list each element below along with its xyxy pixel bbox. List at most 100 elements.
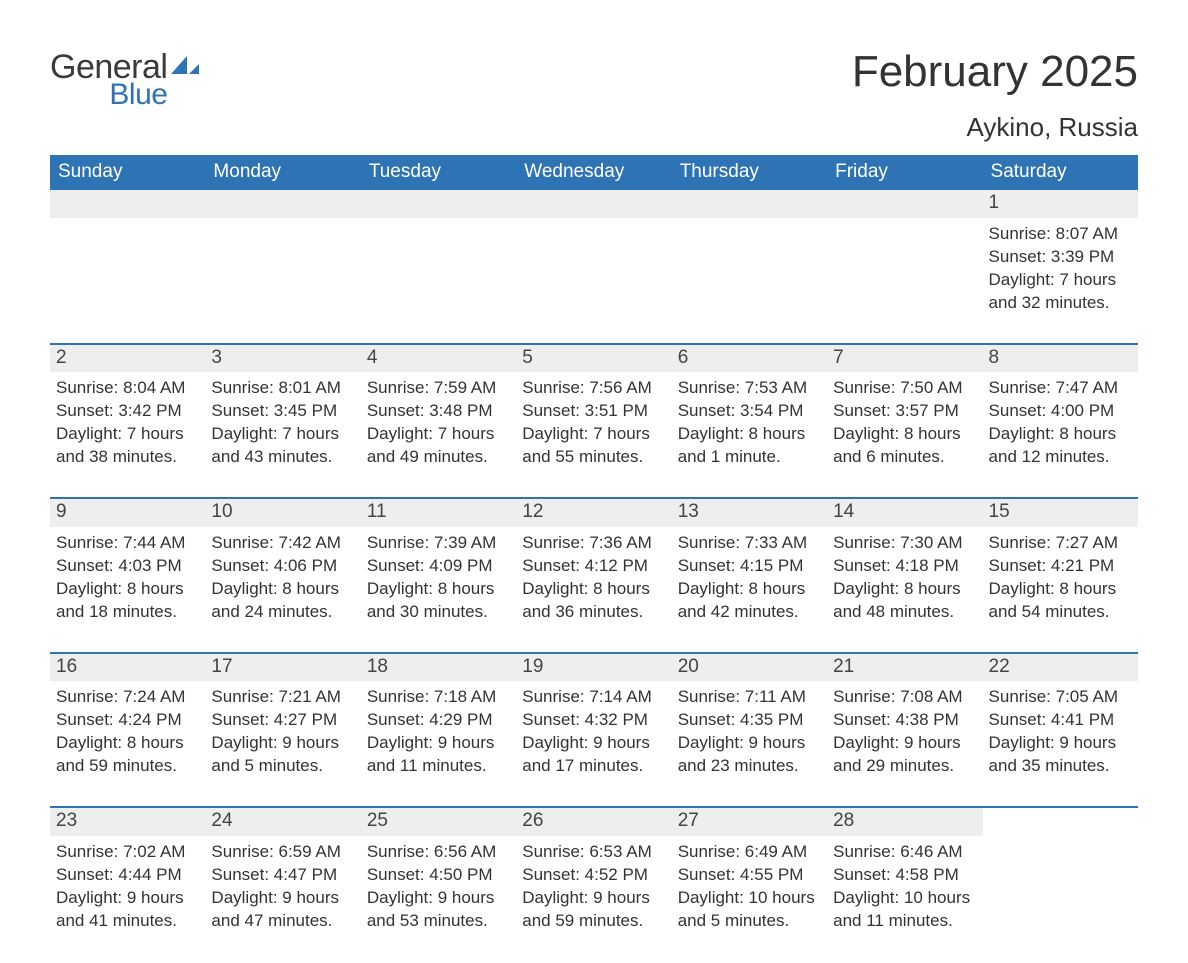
- sunrise-line: Sunrise: 6:59 AM: [211, 841, 354, 864]
- day-cell: 23Sunrise: 7:02 AMSunset: 4:44 PMDayligh…: [50, 808, 205, 933]
- day-body: Sunrise: 7:08 AMSunset: 4:38 PMDaylight:…: [827, 681, 982, 778]
- day-body: Sunrise: 8:07 AMSunset: 3:39 PMDaylight:…: [983, 218, 1138, 315]
- day-body: Sunrise: 6:46 AMSunset: 4:58 PMDaylight:…: [827, 836, 982, 933]
- day-body: Sunrise: 7:21 AMSunset: 4:27 PMDaylight:…: [205, 681, 360, 778]
- day-number: 9: [50, 499, 205, 527]
- day-number: 4: [361, 345, 516, 373]
- sunrise-line: Sunrise: 6:56 AM: [367, 841, 510, 864]
- sunrise-line: Sunrise: 7:24 AM: [56, 686, 199, 709]
- day-of-week-header: SundayMondayTuesdayWednesdayThursdayFrid…: [50, 155, 1138, 190]
- day-number: 22: [983, 654, 1138, 682]
- dl2-line: and 43 minutes.: [211, 446, 354, 469]
- day-number: 16: [50, 654, 205, 682]
- sunrise-line: Sunrise: 7:21 AM: [211, 686, 354, 709]
- sunrise-line: Sunrise: 7:05 AM: [989, 686, 1132, 709]
- day-cell: 3Sunrise: 8:01 AMSunset: 3:45 PMDaylight…: [205, 345, 360, 470]
- dl2-line: and 49 minutes.: [367, 446, 510, 469]
- sunset-line: Sunset: 4:15 PM: [678, 555, 821, 578]
- day-number: [50, 190, 205, 218]
- dl2-line: and 48 minutes.: [833, 601, 976, 624]
- dl2-line: and 53 minutes.: [367, 910, 510, 933]
- day-body: Sunrise: 6:49 AMSunset: 4:55 PMDaylight:…: [672, 836, 827, 933]
- dl2-line: and 35 minutes.: [989, 755, 1132, 778]
- sunset-line: Sunset: 4:12 PM: [522, 555, 665, 578]
- title-block: February 2025 Aykino, Russia: [852, 50, 1138, 143]
- sunset-line: Sunset: 3:57 PM: [833, 400, 976, 423]
- sunset-line: Sunset: 4:50 PM: [367, 864, 510, 887]
- day-cell: 22 Sunrise: 7:05 AMSunset: 4:41 PMDayligh…: [983, 654, 1138, 779]
- dl1-line: Daylight: 9 hours: [56, 887, 199, 910]
- day-number: 10: [205, 499, 360, 527]
- sunrise-line: Sunrise: 7:18 AM: [367, 686, 510, 709]
- day-number: 20: [672, 654, 827, 682]
- dl1-line: Daylight: 8 hours: [989, 578, 1132, 601]
- day-body: Sunrise: 7:42 AMSunset: 4:06 PMDaylight:…: [205, 527, 360, 624]
- dl2-line: and 30 minutes.: [367, 601, 510, 624]
- sunset-line: Sunset: 4:06 PM: [211, 555, 354, 578]
- day-number: 11: [361, 499, 516, 527]
- dl2-line: and 18 minutes.: [56, 601, 199, 624]
- day-number: 27: [672, 808, 827, 836]
- day-cell: 18Sunrise: 7:18 AMSunset: 4:29 PMDayligh…: [361, 654, 516, 779]
- day-cell: 27Sunrise: 6:49 AMSunset: 4:55 PMDayligh…: [672, 808, 827, 933]
- sunset-line: Sunset: 4:55 PM: [678, 864, 821, 887]
- dl1-line: Daylight: 7 hours: [56, 423, 199, 446]
- sunset-line: Sunset: 4:29 PM: [367, 709, 510, 732]
- sunrise-line: Sunrise: 6:46 AM: [833, 841, 976, 864]
- day-number: 19: [516, 654, 671, 682]
- sunrise-line: Sunrise: 7:50 AM: [833, 377, 976, 400]
- day-body: Sunrise: 6:56 AMSunset: 4:50 PMDaylight:…: [361, 836, 516, 933]
- day-cell: [516, 190, 671, 315]
- day-number: 15: [983, 499, 1138, 527]
- dl1-line: Daylight: 9 hours: [989, 732, 1132, 755]
- day-body: Sunrise: 7:14 AMSunset: 4:32 PMDaylight:…: [516, 681, 671, 778]
- day-body: Sunrise: 7:36 AMSunset: 4:12 PMDaylight:…: [516, 527, 671, 624]
- sunset-line: Sunset: 3:48 PM: [367, 400, 510, 423]
- dl1-line: Daylight: 8 hours: [56, 578, 199, 601]
- day-body: Sunrise: 7:53 AMSunset: 3:54 PMDaylight:…: [672, 372, 827, 469]
- day-cell: 28Sunrise: 6:46 AMSunset: 4:58 PMDayligh…: [827, 808, 982, 933]
- sunset-line: Sunset: 3:45 PM: [211, 400, 354, 423]
- dl1-line: Daylight: 10 hours: [833, 887, 976, 910]
- day-body: Sunrise: 7:11 AMSunset: 4:35 PMDaylight:…: [672, 681, 827, 778]
- calendar-page: General Blue February 2025 Aykino, Russi…: [0, 0, 1188, 963]
- day-body: Sunrise: 6:53 AMSunset: 4:52 PMDaylight:…: [516, 836, 671, 933]
- week-row: 23Sunrise: 7:02 AMSunset: 4:44 PMDayligh…: [50, 806, 1138, 933]
- sunset-line: Sunset: 4:41 PM: [989, 709, 1132, 732]
- sunset-line: Sunset: 4:47 PM: [211, 864, 354, 887]
- dl2-line: and 23 minutes.: [678, 755, 821, 778]
- sunrise-line: Sunrise: 7:14 AM: [522, 686, 665, 709]
- dl1-line: Daylight: 7 hours: [367, 423, 510, 446]
- day-body: Sunrise: 8:04 AMSunset: 3:42 PMDaylight:…: [50, 372, 205, 469]
- dow-cell: Monday: [205, 155, 360, 190]
- day-body: Sunrise: 7:56 AMSunset: 3:51 PMDaylight:…: [516, 372, 671, 469]
- dl2-line: and 11 minutes.: [833, 910, 976, 933]
- day-cell: 4Sunrise: 7:59 AMSunset: 3:48 PMDaylight…: [361, 345, 516, 470]
- logo: General Blue: [50, 50, 201, 110]
- day-number: 8: [983, 345, 1138, 373]
- dl2-line: and 24 minutes.: [211, 601, 354, 624]
- sunset-line: Sunset: 4:35 PM: [678, 709, 821, 732]
- sunrise-line: Sunrise: 7:11 AM: [678, 686, 821, 709]
- dl1-line: Daylight: 9 hours: [678, 732, 821, 755]
- day-body: Sunrise: 7:59 AMSunset: 3:48 PMDaylight:…: [361, 372, 516, 469]
- sunset-line: Sunset: 3:42 PM: [56, 400, 199, 423]
- dl1-line: Daylight: 9 hours: [211, 732, 354, 755]
- day-cell: 26Sunrise: 6:53 AMSunset: 4:52 PMDayligh…: [516, 808, 671, 933]
- day-cell: [50, 190, 205, 315]
- sunrise-line: Sunrise: 7:30 AM: [833, 532, 976, 555]
- day-cell: 1Sunrise: 8:07 AMSunset: 3:39 PMDaylight…: [983, 190, 1138, 315]
- sunset-line: Sunset: 4:24 PM: [56, 709, 199, 732]
- day-number: 13: [672, 499, 827, 527]
- dl2-line: and 5 minutes.: [211, 755, 354, 778]
- dl1-line: Daylight: 8 hours: [211, 578, 354, 601]
- dl2-line: and 55 minutes.: [522, 446, 665, 469]
- dl2-line: and 11 minutes.: [367, 755, 510, 778]
- day-number: 17: [205, 654, 360, 682]
- day-number: 25: [361, 808, 516, 836]
- sunset-line: Sunset: 3:54 PM: [678, 400, 821, 423]
- sunrise-line: Sunrise: 8:04 AM: [56, 377, 199, 400]
- week-row: 9Sunrise: 7:44 AMSunset: 4:03 PMDaylight…: [50, 497, 1138, 624]
- sunrise-line: Sunrise: 7:44 AM: [56, 532, 199, 555]
- day-number: 6: [672, 345, 827, 373]
